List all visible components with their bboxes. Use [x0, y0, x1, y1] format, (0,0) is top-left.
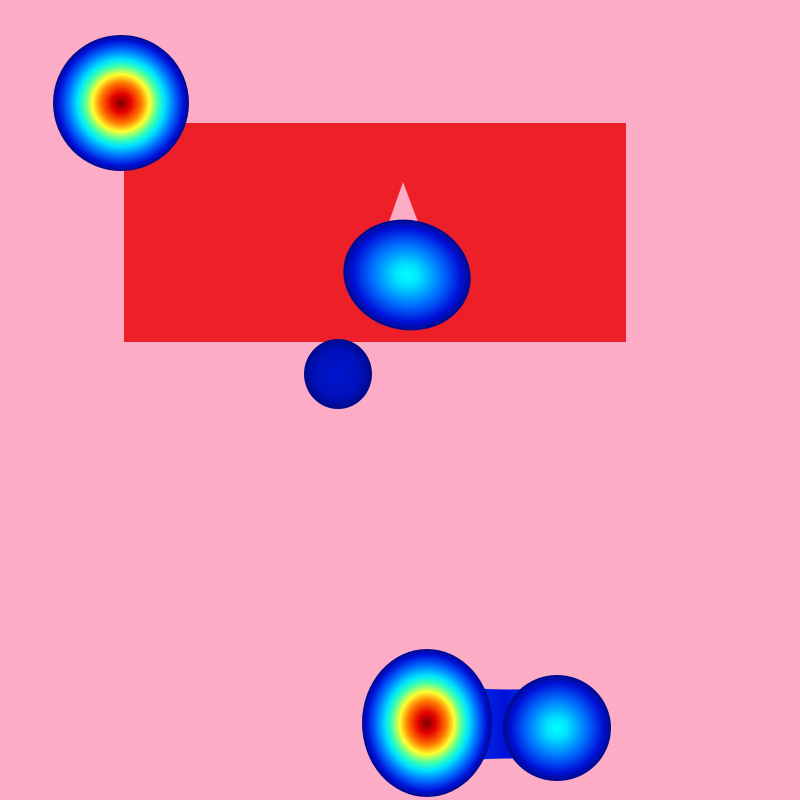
top-left-blob: [53, 35, 189, 171]
small-blob: [304, 339, 372, 409]
bottom-left-lobe: [362, 649, 492, 797]
pink-triangle: [389, 182, 418, 222]
center-blob: [343, 219, 471, 331]
bottom-right-lobe: [503, 675, 611, 781]
